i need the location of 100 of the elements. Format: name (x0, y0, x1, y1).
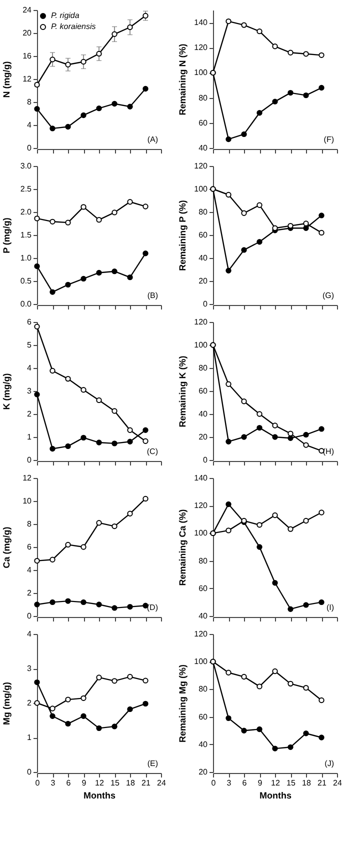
y-tick-label: 120 (194, 318, 208, 326)
y-tick-label: 1.5 (20, 230, 32, 240)
annotation: (F) (324, 135, 334, 144)
annotation: (J) (324, 759, 334, 768)
y-tick-label: 140 (194, 474, 208, 482)
y-tick-label: 12 (22, 474, 32, 482)
y-tick-label: 1 (27, 432, 32, 442)
y-tick-label: 100 (194, 528, 208, 538)
y-tick-label: 0.0 (20, 300, 32, 308)
x-tick-label: 0 (211, 778, 216, 788)
legend-label: P. rigida (51, 11, 80, 20)
y-tick-label: 120 (194, 162, 208, 170)
y-axis-title: Remaining P (%) (178, 200, 188, 271)
y-tick-label: 20 (198, 432, 208, 442)
x-tick-label: 9 (258, 778, 263, 788)
y-tick-label: 2 (27, 410, 32, 418)
y-tick-label: 80 (198, 208, 208, 216)
annotation: (I) (326, 603, 334, 612)
y-tick-label: 100 (194, 184, 208, 194)
y-tick-label: 60 (198, 712, 208, 722)
y-tick-label: 100 (194, 657, 208, 666)
y-tick-label: 60 (198, 118, 208, 128)
y-tick-label: 2 (27, 588, 32, 598)
x-tick-label: 12 (271, 778, 280, 788)
x-tick-label: 6 (66, 778, 72, 788)
y-tick-label: 10 (22, 496, 32, 506)
y-axis-title: N (mg/g) (2, 61, 12, 98)
y-tick-label: 0 (203, 456, 208, 464)
annotation: (G) (322, 291, 334, 300)
x-tick-label: 3 (226, 778, 232, 788)
x-tick-label: 24 (333, 778, 342, 788)
y-tick-label: 20 (198, 768, 208, 776)
y-axis-title: Remaining Ca (%) (178, 509, 188, 586)
x-tick-label: 3 (50, 778, 56, 788)
y-tick-label: 24 (22, 6, 32, 14)
y-tick-label: 40 (198, 410, 208, 418)
y-axis-title: Ca (mg/g) (2, 526, 12, 568)
y-tick-label: 40 (198, 612, 208, 620)
x-tick-label: 0 (35, 778, 40, 788)
y-tick-label: 6 (27, 542, 32, 552)
y-axis-title: K (mg/g) (2, 373, 12, 410)
y-tick-label: 80 (198, 364, 208, 372)
y-tick-label: 3 (27, 386, 32, 396)
y-tick-label: 5 (27, 340, 32, 350)
y-tick-label: 0.5 (20, 276, 32, 286)
x-tick-label: 9 (82, 778, 87, 788)
y-tick-label: 12 (22, 74, 32, 84)
x-tick-label: 15 (110, 778, 120, 788)
y-tick-label: 1.0 (20, 254, 32, 262)
x-tick-label: 6 (242, 778, 248, 788)
y-tick-label: 6 (27, 318, 32, 326)
x-tick-label: 18 (126, 778, 136, 788)
y-tick-label: 0 (27, 612, 32, 620)
y-tick-label: 140 (194, 18, 208, 28)
y-tick-label: 60 (198, 584, 208, 593)
y-tick-label: 16 (22, 52, 32, 60)
y-axis-title: P (mg/g) (2, 218, 12, 254)
x-tick-label: 24 (157, 778, 166, 788)
y-tick-label: 60 (198, 386, 208, 396)
y-tick-label: 100 (194, 68, 208, 78)
y-tick-label: 1 (27, 733, 32, 742)
y-tick-label: 3 (27, 664, 32, 673)
y-tick-label: 20 (22, 28, 32, 38)
y-tick-label: 2.5 (20, 184, 32, 194)
y-tick-label: 80 (198, 684, 208, 694)
y-tick-label: 0 (27, 144, 32, 152)
y-tick-label: 40 (198, 254, 208, 262)
y-axis-title: Remaining K (%) (178, 356, 188, 428)
annotation: (E) (147, 759, 158, 768)
y-tick-label: 80 (198, 556, 208, 566)
y-tick-label: 3.0 (20, 162, 32, 170)
y-tick-label: 120 (194, 501, 208, 510)
y-tick-label: 4 (27, 566, 32, 574)
y-tick-label: 8 (27, 520, 32, 528)
y-tick-label: 4 (27, 364, 32, 372)
y-tick-label: 120 (194, 630, 208, 638)
x-axis-title: Months (260, 790, 292, 800)
y-tick-label: 80 (198, 93, 208, 102)
y-tick-label: 40 (198, 144, 208, 152)
y-tick-label: 0 (27, 456, 32, 464)
annotation: (B) (147, 291, 158, 300)
y-tick-label: 40 (198, 740, 208, 749)
y-tick-label: 20 (198, 276, 208, 286)
x-tick-label: 21 (142, 778, 151, 788)
annotation: (D) (146, 603, 158, 612)
x-tick-label: 18 (302, 778, 312, 788)
x-tick-label: 15 (286, 778, 296, 788)
x-tick-label: 21 (318, 778, 327, 788)
y-tick-label: 0 (27, 768, 32, 776)
y-tick-label: 8 (27, 98, 32, 106)
y-axis-title: Remaining Mg (%) (178, 664, 188, 742)
y-axis-title: Remaining N (%) (178, 44, 188, 116)
x-axis-title: Months (84, 790, 116, 800)
legend-label: P. koraiensis (51, 22, 96, 31)
annotation: (C) (146, 447, 158, 456)
y-tick-label: 0 (203, 300, 208, 308)
y-axis-title: Mg (mg/g) (2, 682, 12, 725)
x-tick-label: 12 (95, 778, 104, 788)
annotation: (A) (147, 135, 158, 144)
y-tick-label: 2 (27, 698, 32, 708)
